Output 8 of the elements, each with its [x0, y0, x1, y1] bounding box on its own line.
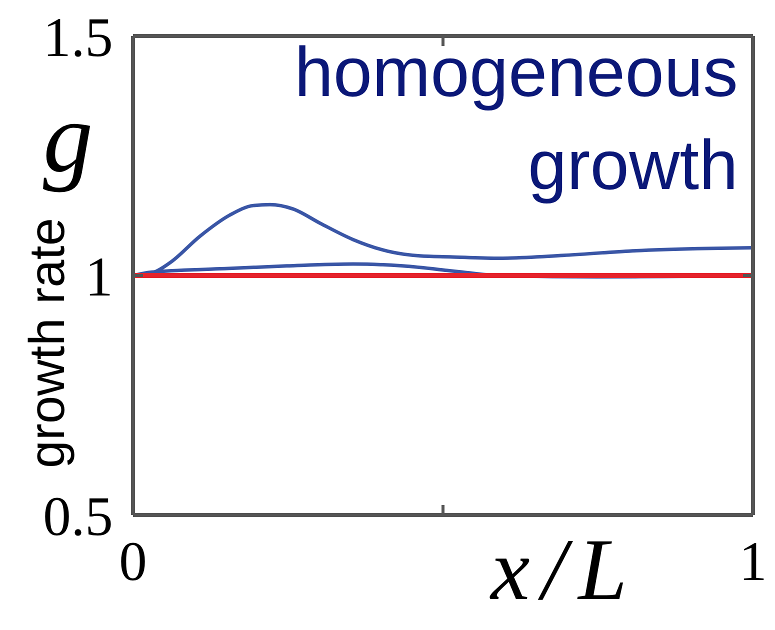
- x-axis-title: x/L: [490, 522, 640, 619]
- y-tick-label: 1: [85, 246, 113, 308]
- y-tick-label: 0.5: [43, 486, 113, 548]
- text: g: [43, 82, 93, 193]
- y-tick-label: 1.5: [43, 6, 113, 69]
- x-tick-label: 0: [119, 530, 147, 593]
- annotation: homogeneous growth: [293, 32, 738, 206]
- y-axis-title: growth rate: [19, 218, 75, 468]
